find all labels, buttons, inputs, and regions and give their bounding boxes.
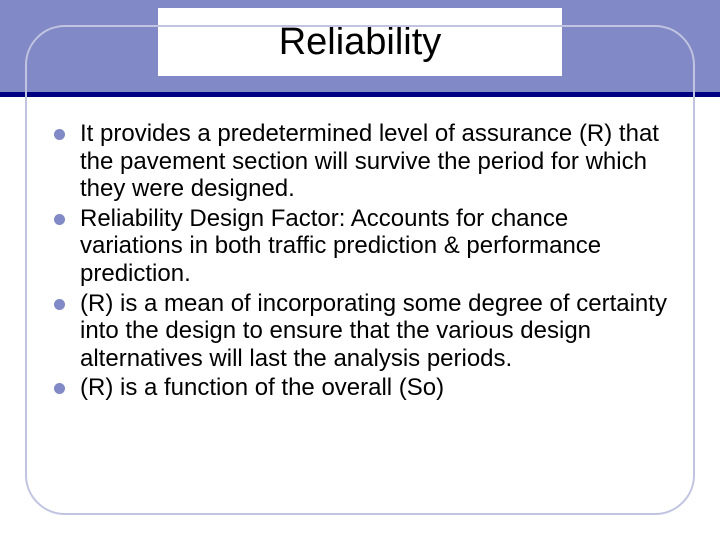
content-area: It provides a predetermined level of ass…: [50, 120, 670, 404]
bullet-item: (R) is a function of the overall (So): [50, 374, 670, 402]
bullet-text: Reliability Design Factor: Accounts for …: [80, 205, 601, 287]
bullet-item: Reliability Design Factor: Accounts for …: [50, 205, 670, 288]
bullet-item: (R) is a mean of incorporating some degr…: [50, 290, 670, 373]
bullet-list: It provides a predetermined level of ass…: [50, 120, 670, 402]
bullet-text: (R) is a function of the overall (So): [80, 374, 444, 401]
bullet-text: It provides a predetermined level of ass…: [80, 120, 659, 202]
bullet-text: (R) is a mean of incorporating some degr…: [80, 290, 667, 372]
divider-line: [0, 92, 720, 97]
bullet-item: It provides a predetermined level of ass…: [50, 120, 670, 203]
slide-title: Reliability: [279, 21, 442, 64]
title-box: Reliability: [158, 8, 562, 76]
